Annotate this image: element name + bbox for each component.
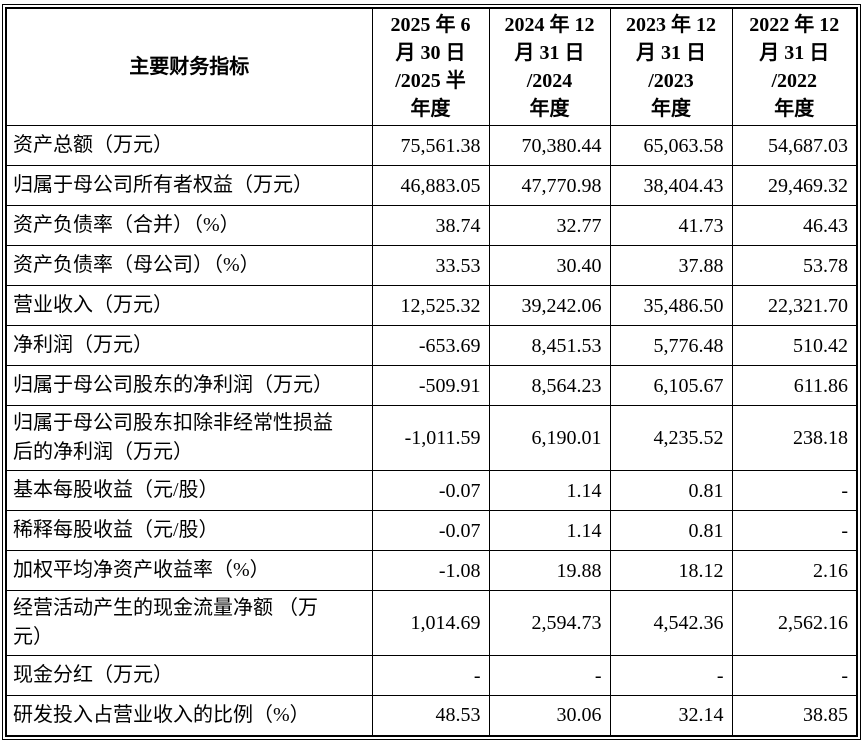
table-row: 净利润（万元） -653.69 8,451.53 5,776.48 510.42 <box>5 325 858 366</box>
table-row: 现金分红（万元） - - - - <box>5 655 858 696</box>
table-row: 归属于母公司股东扣除非经常性损益 后的净利润（万元） -1,011.59 6,1… <box>5 405 858 471</box>
table-row: 加权平均净资产收益率（%） -1.08 19.88 18.12 2.16 <box>5 550 858 591</box>
value-cell: - <box>731 510 858 551</box>
value-cell: -1,011.59 <box>371 405 490 471</box>
table-row: 基本每股收益（元/股） -0.07 1.14 0.81 - <box>5 470 858 511</box>
col-header-period-2024: 2024 年 12 月 31 日 /2024 年度 <box>488 7 611 126</box>
value-cell: 2,594.73 <box>488 590 611 656</box>
table-row: 归属于母公司股东的净利润（万元） -509.91 8,564.23 6,105.… <box>5 365 858 406</box>
table-row: 资产负债率（合并）（%） 38.74 32.77 41.73 46.43 <box>5 205 858 246</box>
col-header-indicator: 主要财务指标 <box>5 7 373 126</box>
value-cell: 1.14 <box>488 470 611 511</box>
value-cell: 4,542.36 <box>609 590 733 656</box>
value-cell: 41.73 <box>609 205 733 246</box>
table-row: 研发投入占营业收入的比例（%） 48.53 30.06 32.14 38.85 <box>5 695 858 736</box>
value-cell: 2.16 <box>731 550 858 591</box>
value-cell: 611.86 <box>731 365 858 406</box>
indicator-cell: 加权平均净资产收益率（%） <box>5 550 373 591</box>
value-cell: 37.88 <box>609 245 733 286</box>
indicator-cell: 基本每股收益（元/股） <box>5 470 373 511</box>
value-cell: 70,380.44 <box>488 125 611 166</box>
indicator-cell: 现金分红（万元） <box>5 655 373 696</box>
value-cell: - <box>488 655 611 696</box>
value-cell: 30.06 <box>488 695 611 736</box>
value-cell: - <box>731 470 858 511</box>
indicator-cell: 资产负债率（合并）（%） <box>5 205 373 246</box>
value-cell: 5,776.48 <box>609 325 733 366</box>
value-cell: 22,321.70 <box>731 285 858 326</box>
col-header-period-2023: 2023 年 12 月 31 日 /2023 年度 <box>609 7 733 126</box>
value-cell: 510.42 <box>731 325 858 366</box>
indicator-cell: 净利润（万元） <box>5 325 373 366</box>
col-header-period-2022: 2022 年 12 月 31 日 /2022 年度 <box>731 7 858 126</box>
value-cell: 48.53 <box>371 695 490 736</box>
value-cell: -0.07 <box>371 470 490 511</box>
value-cell: 38.85 <box>731 695 858 736</box>
value-cell: 32.77 <box>488 205 611 246</box>
value-cell: 0.81 <box>609 510 733 551</box>
value-cell: 8,564.23 <box>488 365 611 406</box>
value-cell: 1.14 <box>488 510 611 551</box>
value-cell: 30.40 <box>488 245 611 286</box>
value-cell: 32.14 <box>609 695 733 736</box>
table-row: 稀释每股收益（元/股） -0.07 1.14 0.81 - <box>5 510 858 551</box>
indicator-cell: 归属于母公司股东的净利润（万元） <box>5 365 373 406</box>
value-cell: 39,242.06 <box>488 285 611 326</box>
value-cell: 46,883.05 <box>371 165 490 206</box>
header-row: 主要财务指标 2025 年 6 月 30 日 /2025 半 年度 2024 年… <box>5 7 858 126</box>
indicator-cell: 营业收入（万元） <box>5 285 373 326</box>
value-cell: 0.81 <box>609 470 733 511</box>
value-cell: 18.12 <box>609 550 733 591</box>
value-cell: 35,486.50 <box>609 285 733 326</box>
value-cell: 46.43 <box>731 205 858 246</box>
value-cell: 8,451.53 <box>488 325 611 366</box>
value-cell: 38,404.43 <box>609 165 733 206</box>
value-cell: 238.18 <box>731 405 858 471</box>
financial-indicators-table: 主要财务指标 2025 年 6 月 30 日 /2025 半 年度 2024 年… <box>5 7 858 737</box>
value-cell: - <box>731 655 858 696</box>
table-row: 营业收入（万元） 12,525.32 39,242.06 35,486.50 2… <box>5 285 858 326</box>
value-cell: -1.08 <box>371 550 490 591</box>
indicator-cell: 经营活动产生的现金流量净额 （万 元） <box>5 590 373 656</box>
value-cell: -0.07 <box>371 510 490 551</box>
value-cell: 38.74 <box>371 205 490 246</box>
value-cell: 6,190.01 <box>488 405 611 471</box>
value-cell: 53.78 <box>731 245 858 286</box>
indicator-cell: 研发投入占营业收入的比例（%） <box>5 695 373 736</box>
indicator-cell: 资产负债率（母公司）（%） <box>5 245 373 286</box>
value-cell: 29,469.32 <box>731 165 858 206</box>
value-cell: 47,770.98 <box>488 165 611 206</box>
table-row: 资产总额（万元） 75,561.38 70,380.44 65,063.58 5… <box>5 125 858 166</box>
table-row: 资产负债率（母公司）（%） 33.53 30.40 37.88 53.78 <box>5 245 858 286</box>
value-cell: -509.91 <box>371 365 490 406</box>
value-cell: 65,063.58 <box>609 125 733 166</box>
value-cell: 1,014.69 <box>371 590 490 656</box>
indicator-cell: 归属于母公司股东扣除非经常性损益 后的净利润（万元） <box>5 405 373 471</box>
value-cell: - <box>609 655 733 696</box>
value-cell: 6,105.67 <box>609 365 733 406</box>
value-cell: 33.53 <box>371 245 490 286</box>
indicator-cell: 稀释每股收益（元/股） <box>5 510 373 551</box>
col-header-period-2025h1: 2025 年 6 月 30 日 /2025 半 年度 <box>371 7 490 126</box>
value-cell: 19.88 <box>488 550 611 591</box>
table-row: 归属于母公司所有者权益（万元） 46,883.05 47,770.98 38,4… <box>5 165 858 206</box>
value-cell: - <box>371 655 490 696</box>
value-cell: 2,562.16 <box>731 590 858 656</box>
value-cell: 54,687.03 <box>731 125 858 166</box>
indicator-cell: 资产总额（万元） <box>5 125 373 166</box>
value-cell: -653.69 <box>371 325 490 366</box>
value-cell: 75,561.38 <box>371 125 490 166</box>
financial-table-frame: 主要财务指标 2025 年 6 月 30 日 /2025 半 年度 2024 年… <box>2 4 861 740</box>
value-cell: 4,235.52 <box>609 405 733 471</box>
indicator-cell: 归属于母公司所有者权益（万元） <box>5 165 373 206</box>
value-cell: 12,525.32 <box>371 285 490 326</box>
table-row: 经营活动产生的现金流量净额 （万 元） 1,014.69 2,594.73 4,… <box>5 590 858 656</box>
